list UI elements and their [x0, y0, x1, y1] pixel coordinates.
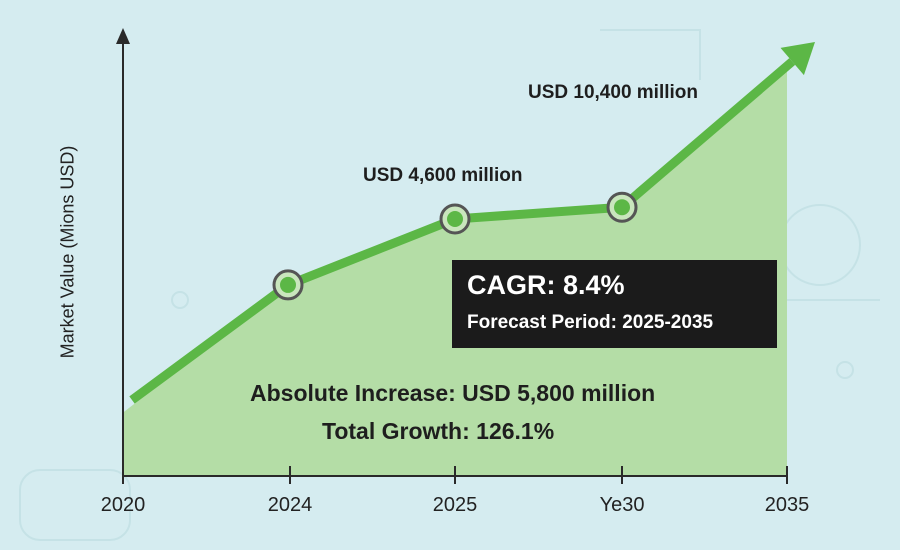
y-axis-label: Market Value (Mions USD): [57, 145, 78, 359]
x-tick-label: Ye30: [599, 494, 645, 516]
y-axis-arrow-icon: [116, 28, 130, 44]
x-tick-label: 2024: [267, 494, 313, 516]
total-growth-text: Total Growth: 126.1%: [322, 418, 555, 444]
cagr-box: CAGR: 8.4% Forecast Period: 2025-2035: [452, 260, 777, 348]
x-tick-label: 2035: [764, 494, 810, 516]
data-label-2035: USD 10,400 million: [528, 82, 699, 103]
data-point-2025: [439, 203, 471, 235]
cagr-text: CAGR: 8.4%: [467, 270, 625, 300]
data-point-Ye30: [606, 191, 638, 223]
growth-arrow-icon: [780, 42, 815, 76]
absolute-increase-text: Absolute Increase: USD 5,800 million: [250, 380, 656, 406]
forecast-period-text: Forecast Period: 2025-2035: [467, 312, 714, 333]
data-point-2024: [272, 269, 304, 301]
x-tick-label: 2020: [100, 494, 146, 516]
data-label-2025: USD 4,600 million: [363, 165, 523, 186]
x-tick-label: 2025: [432, 494, 478, 516]
